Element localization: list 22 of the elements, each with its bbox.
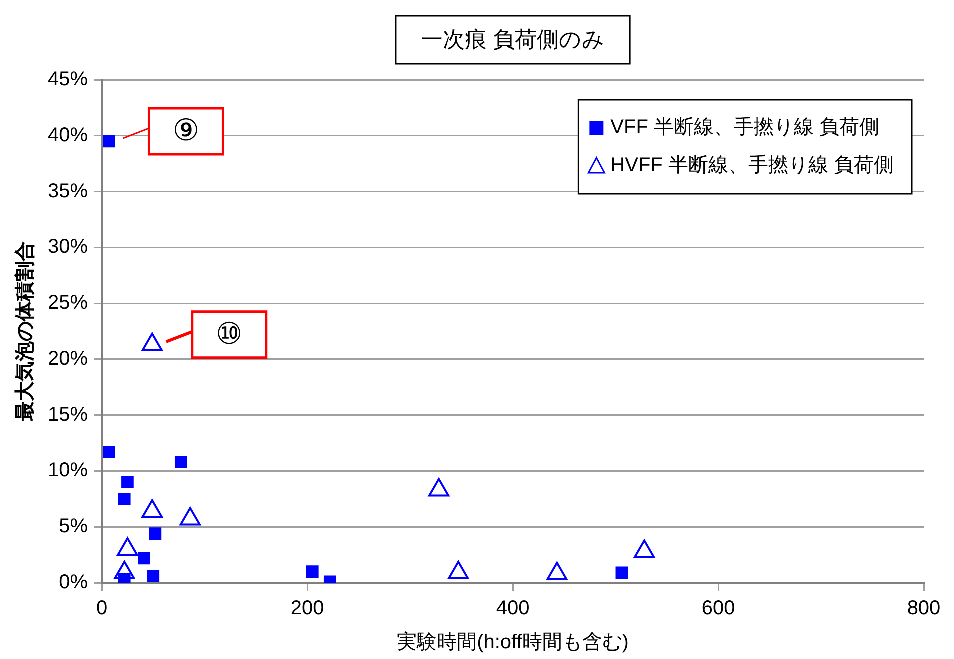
y-tick-label: 45%: [48, 68, 88, 91]
x-tick-label: 400: [496, 598, 530, 620]
y-axis-title: 最大気泡の体積割合: [14, 242, 37, 422]
chart-title: 一次痕 負荷側のみ: [420, 27, 606, 52]
y-tick-label: 35%: [48, 180, 88, 202]
y-tick-label: 30%: [48, 236, 88, 258]
x-tick-label: 600: [702, 598, 736, 620]
legend-label: VFF 半断線、手撚り線 負荷側: [610, 116, 880, 139]
y-tick-label: 10%: [48, 460, 88, 482]
legend-label: HVFF 半断線、手撚り線 負荷側: [610, 154, 894, 177]
y-tick-label: 20%: [48, 348, 88, 370]
annotation: ⑨: [172, 114, 200, 148]
y-tick-label: 40%: [48, 124, 88, 146]
x-tick-label: 0: [96, 598, 108, 620]
x-axis-title: 実験時間(h:off時間も含む): [397, 630, 629, 654]
y-tick-label: 5%: [59, 516, 88, 538]
y-tick-label: 15%: [48, 404, 88, 426]
x-tick-label: 800: [907, 598, 941, 620]
annotation: ⑩: [216, 318, 243, 352]
x-tick-label: 200: [290, 598, 324, 620]
y-tick-label: 25%: [48, 292, 88, 314]
y-tick-label: 0%: [59, 572, 88, 594]
